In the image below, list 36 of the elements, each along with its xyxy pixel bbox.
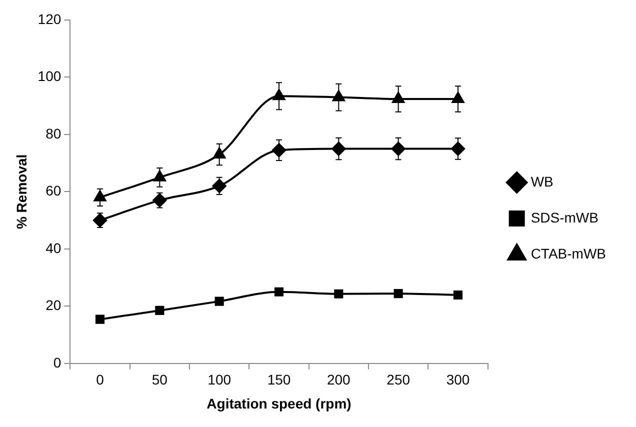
y-axis-title: % Removal (13, 154, 30, 230)
y-tick-label: 60 (46, 182, 62, 199)
x-axis-title: Agitation speed (rpm) (206, 395, 352, 412)
legend-label: SDS-mWB (530, 209, 598, 226)
x-tick-label: 50 (152, 372, 168, 388)
point (272, 143, 286, 158)
x-tick-label: 200 (326, 372, 351, 388)
x-tick-label: 100 (208, 372, 232, 388)
y-tick-label: 20 (46, 297, 62, 314)
point (452, 92, 464, 103)
x-tick-label: 0 (96, 372, 104, 388)
point (213, 148, 226, 158)
point (95, 314, 105, 324)
point (332, 90, 345, 102)
point (450, 142, 465, 156)
point (94, 190, 106, 202)
point (153, 170, 166, 182)
point (274, 287, 284, 296)
point (155, 306, 164, 315)
point (334, 289, 344, 298)
legend-label: CTAB-mWB (530, 245, 606, 262)
point (453, 290, 463, 300)
x-tick-label: 250 (386, 372, 410, 388)
x-tick-label: 300 (446, 372, 470, 388)
point (212, 178, 226, 193)
point (214, 296, 224, 306)
y-tick-label: 100 (38, 68, 62, 84)
y-tick-label: 80 (46, 125, 62, 142)
point (392, 92, 405, 103)
y-tick-label: 0 (53, 354, 62, 370)
y-tick-label: 120 (38, 10, 62, 27)
point (92, 213, 107, 228)
x-tick-label: 150 (267, 372, 291, 388)
y-tick-label: 40 (46, 240, 62, 256)
legend-label: WB (530, 173, 554, 190)
point (394, 289, 403, 298)
